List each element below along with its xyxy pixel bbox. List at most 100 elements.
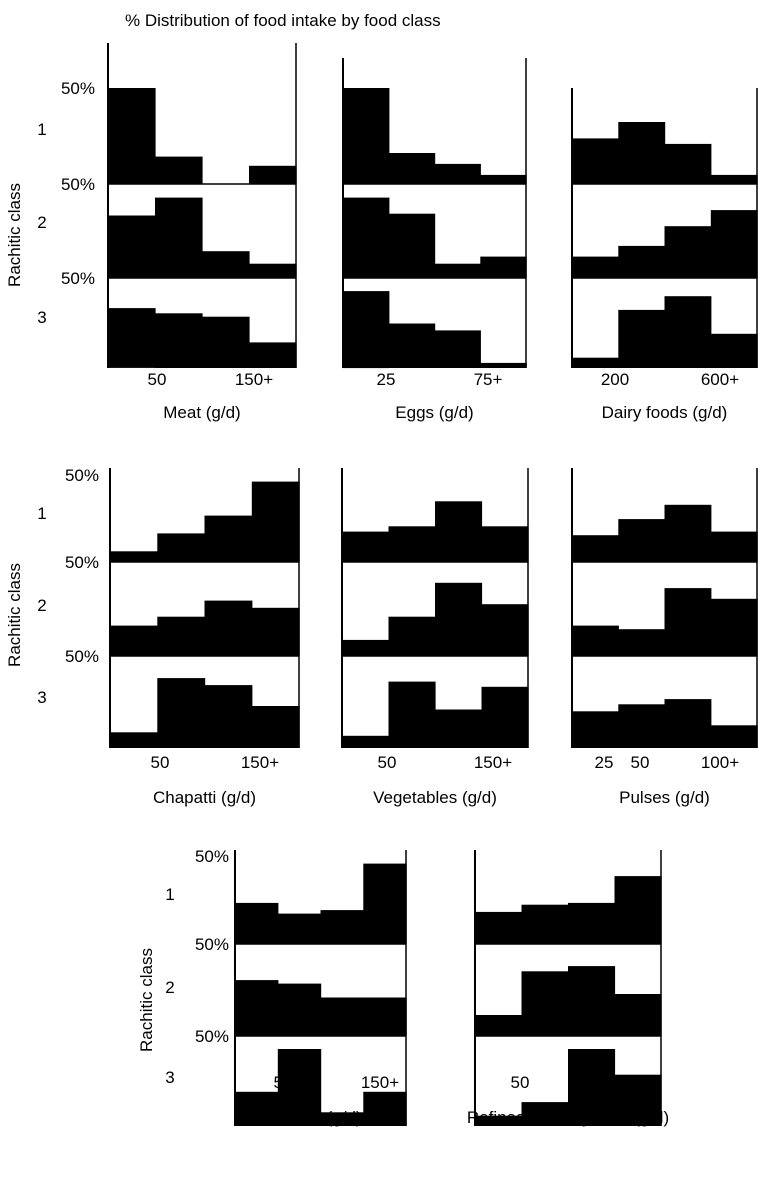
class-label: 3 <box>37 688 46 707</box>
bar-class2-bin1 <box>108 215 156 278</box>
x-tick-label: 150+ <box>474 753 512 772</box>
figure-title: % Distribution of food intake by food cl… <box>125 11 441 30</box>
band-marker-50pct: 50% <box>65 553 99 572</box>
bar-class3-bin4 <box>710 333 758 368</box>
bar-class2-bin1 <box>110 625 158 656</box>
bar-class2-bin1 <box>572 625 619 656</box>
bar-class3-bin3 <box>434 330 481 368</box>
bar-class2-bin1 <box>343 197 390 278</box>
panel-chapatti <box>109 468 300 748</box>
bar-class3-bin1 <box>572 711 619 748</box>
bar-class1-bin4 <box>481 526 529 562</box>
bar-class1-bin3 <box>568 902 616 944</box>
bar-class3-bin2 <box>157 678 206 748</box>
bar-class3-bin3 <box>435 709 483 748</box>
x-tick-label: 150+ <box>361 1073 399 1092</box>
bar-class3-bin2 <box>618 704 666 748</box>
bar-class2-bin4 <box>710 210 758 278</box>
bar-class2-bin4 <box>251 607 300 656</box>
band-marker-50pct: 50% <box>65 647 99 666</box>
bar-class2-bin2 <box>277 983 322 1036</box>
bar-class2-bin3 <box>320 997 364 1036</box>
x-tick-label: 200 <box>601 370 629 389</box>
bar-class3-bin3 <box>204 685 253 748</box>
bar-class1-bin4 <box>614 876 662 944</box>
bar-class2-bin3 <box>435 582 483 656</box>
bar-class3-bin2 <box>388 681 436 748</box>
bar-class3-bin2 <box>155 313 203 368</box>
bar-class3-bin4 <box>710 725 758 748</box>
bar-class3-bin1 <box>342 735 390 748</box>
panel-eggs <box>342 58 527 369</box>
bar-class3-bin2 <box>521 1102 569 1126</box>
bar-class3-bin1 <box>475 1115 523 1126</box>
rachitic-class-axis-label: Rachitic class <box>5 183 24 287</box>
rachitic-class-axis-label: Rachitic class <box>5 563 24 667</box>
bar-class3-bin1 <box>343 291 390 369</box>
bar-class3-bin2 <box>618 309 666 368</box>
bar-class2-bin2 <box>388 616 436 656</box>
bar-class1-bin3 <box>204 515 253 562</box>
x-tick-label: 25 <box>377 370 396 389</box>
bar-class3-bin4 <box>363 1091 407 1126</box>
x-tick-label: 150+ <box>235 370 273 389</box>
bar-class1-bin4 <box>363 863 407 944</box>
bar-class3-bin1 <box>235 1091 279 1126</box>
bar-class3-bin3 <box>320 1112 364 1126</box>
bar-class2-bin3 <box>664 226 712 278</box>
bar-class2-bin4 <box>480 256 527 278</box>
band-marker-50pct: 50% <box>65 466 99 485</box>
bar-class1-bin4 <box>710 531 758 562</box>
class-label: 2 <box>37 213 46 232</box>
bar-class2-bin4 <box>481 604 529 656</box>
panel-dairy <box>571 88 758 368</box>
class-label: 3 <box>165 1068 174 1087</box>
bar-class1-bin3 <box>664 143 712 184</box>
bar-class2-bin3 <box>434 263 481 278</box>
panel-pulses <box>571 468 758 748</box>
x-tick-label: 75+ <box>474 370 503 389</box>
bar-class1-bin4 <box>249 165 297 184</box>
band-marker-50pct: 50% <box>195 1027 229 1046</box>
x-axis-label: Pulses (g/d) <box>619 788 710 807</box>
rachitic-class-axis-label: Rachitic class <box>137 948 156 1052</box>
bar-class3-bin4 <box>249 342 297 368</box>
bar-class2-bin4 <box>614 994 662 1036</box>
bar-class1-bin3 <box>664 504 712 562</box>
bar-class3-bin3 <box>664 699 712 748</box>
bar-class1-bin2 <box>388 153 436 184</box>
bar-class2-bin3 <box>202 251 250 278</box>
bar-class2-bin2 <box>388 213 436 278</box>
panel-vegetables <box>341 468 529 748</box>
bar-class1-bin2 <box>618 122 666 184</box>
x-tick-label: 50 <box>151 753 170 772</box>
bar-class1-bin1 <box>572 138 619 184</box>
bar-class2-bin3 <box>568 966 616 1036</box>
x-axis-label: Vegetables (g/d) <box>373 788 497 807</box>
x-tick-label: 600+ <box>701 370 739 389</box>
x-axis-label: Chapatti (g/d) <box>153 788 256 807</box>
x-tick-label: 150+ <box>241 753 279 772</box>
bar-class1-bin3 <box>434 163 481 184</box>
x-tick-label: 50 <box>378 753 397 772</box>
bar-class2-bin3 <box>204 600 253 656</box>
x-tick-label: 100+ <box>701 753 739 772</box>
panel-refined-carbohydrate <box>474 850 662 1126</box>
bar-class3-bin4 <box>251 706 300 748</box>
bar-class2-bin2 <box>618 629 666 656</box>
bar-class2-bin4 <box>710 598 758 656</box>
bar-class1-bin1 <box>110 551 158 562</box>
class-label: 1 <box>37 120 46 139</box>
bar-class2-bin1 <box>572 256 619 278</box>
x-axis-label: Dairy foods (g/d) <box>602 403 728 422</box>
bar-class1-bin1 <box>235 902 279 944</box>
bar-class3-bin3 <box>568 1049 616 1126</box>
bar-class3-bin4 <box>481 686 529 748</box>
panel-fruits <box>234 850 407 1126</box>
bar-class3-bin2 <box>277 1049 322 1126</box>
band-marker-50pct: 50% <box>61 79 95 98</box>
x-axis-label: Fruits (g/d) <box>279 1108 361 1127</box>
x-tick-label: 150+ <box>599 1073 637 1092</box>
x-axis-label: Refined carbohydrate (g/d) <box>467 1108 669 1127</box>
